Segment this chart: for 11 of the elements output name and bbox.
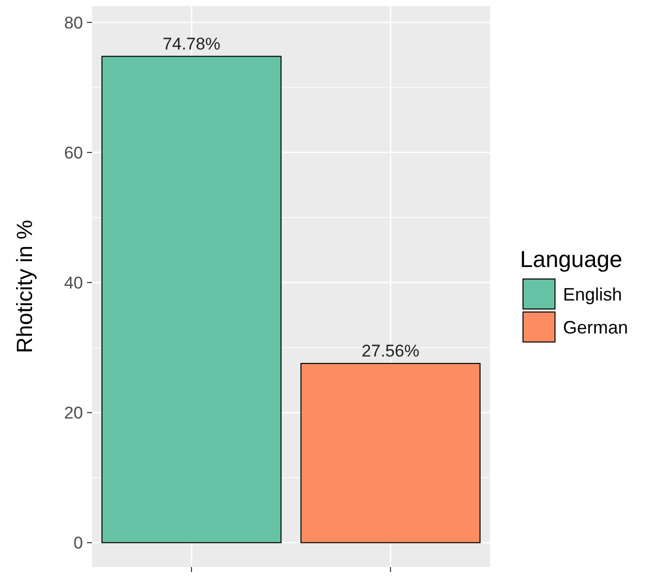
y-tick-label: 40 [64, 273, 83, 292]
y-axis-title: Rhoticity in % [12, 220, 37, 354]
legend-label: English [563, 284, 622, 304]
y-tick-label: 80 [64, 13, 83, 32]
y-tick-label: 60 [64, 143, 83, 162]
legend-label: German [563, 317, 628, 338]
legend-title: Language [520, 246, 622, 272]
y-tick-label: 0 [74, 534, 83, 553]
text: 27.56% [362, 341, 420, 360]
y-tick-label: 20 [64, 404, 83, 423]
text: 74.78% [162, 34, 220, 54]
